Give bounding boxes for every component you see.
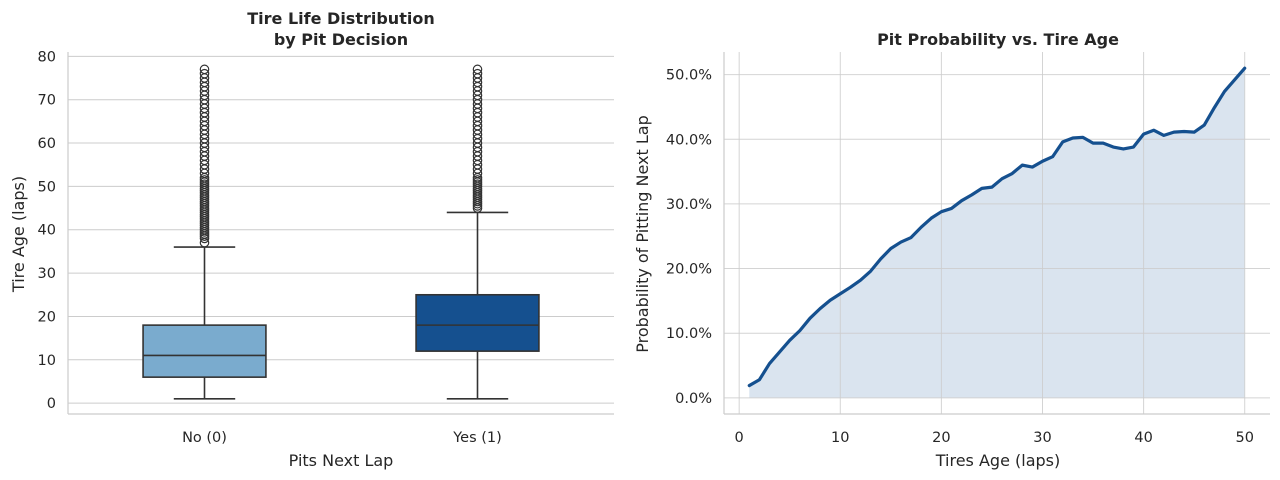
- area-panel: Pit Probability vs. Tire Age Tires Age (…: [633, 30, 1270, 470]
- y-tick-label-20: 20: [38, 309, 56, 325]
- y-tick-label-70: 70: [38, 93, 56, 109]
- area-fill: [749, 68, 1245, 398]
- x-tick-label-0: 0: [735, 430, 744, 446]
- boxplot-panel: Tire Life Distribution by Pit Decision P…: [9, 9, 614, 470]
- y-tick-label-40: 40: [38, 223, 56, 239]
- area-ylabel: Probability of Pitting Next Lap: [633, 115, 652, 353]
- boxplot-xlabel: Pits Next Lap: [289, 451, 394, 470]
- area-xlabel: Tires Age (laps): [935, 451, 1060, 470]
- box-0: [142, 64, 267, 400]
- x-tick-label-50: 50: [1235, 430, 1253, 446]
- boxplot-title-line1: Tire Life Distribution: [247, 9, 434, 28]
- x-tick-label-20: 20: [932, 430, 950, 446]
- outlier-point: [199, 68, 210, 79]
- y-tick-label-60: 60: [38, 136, 56, 152]
- probability-line: [747, 66, 1247, 388]
- box-iqr: [142, 324, 267, 378]
- y-tick-label-2: 20.0%: [666, 262, 712, 278]
- x-tick-label-40: 40: [1134, 430, 1152, 446]
- x-tick-label-1: Yes (1): [452, 430, 502, 446]
- y-tick-label-0: 0.0%: [675, 391, 712, 407]
- y-tick-label-4: 40.0%: [666, 132, 712, 148]
- box-iqr: [415, 293, 540, 352]
- y-tick-label-80: 80: [38, 49, 56, 65]
- y-tick-label-30: 30: [38, 266, 56, 282]
- y-tick-label-10: 10: [38, 353, 56, 369]
- box-1: [415, 64, 540, 400]
- y-tick-label-0: 0: [47, 396, 56, 412]
- x-tick-label-10: 10: [831, 430, 849, 446]
- y-tick-label-1: 10.0%: [666, 326, 712, 342]
- outlier-point: [472, 64, 483, 75]
- outliers: [199, 64, 210, 248]
- x-tick-label-0: No (0): [182, 430, 227, 446]
- x-tick-label-30: 30: [1033, 430, 1051, 446]
- outlier-point: [472, 68, 483, 79]
- boxplot-ylabel: Tire Age (laps): [9, 176, 28, 293]
- y-tick-label-3: 30.0%: [666, 197, 712, 213]
- outlier-point: [199, 64, 210, 75]
- y-tick-label-5: 50.0%: [666, 68, 712, 84]
- outliers: [472, 64, 483, 213]
- y-tick-label-50: 50: [38, 179, 56, 195]
- boxplot-title-line2: by Pit Decision: [274, 30, 408, 49]
- area-title: Pit Probability vs. Tire Age: [877, 30, 1119, 49]
